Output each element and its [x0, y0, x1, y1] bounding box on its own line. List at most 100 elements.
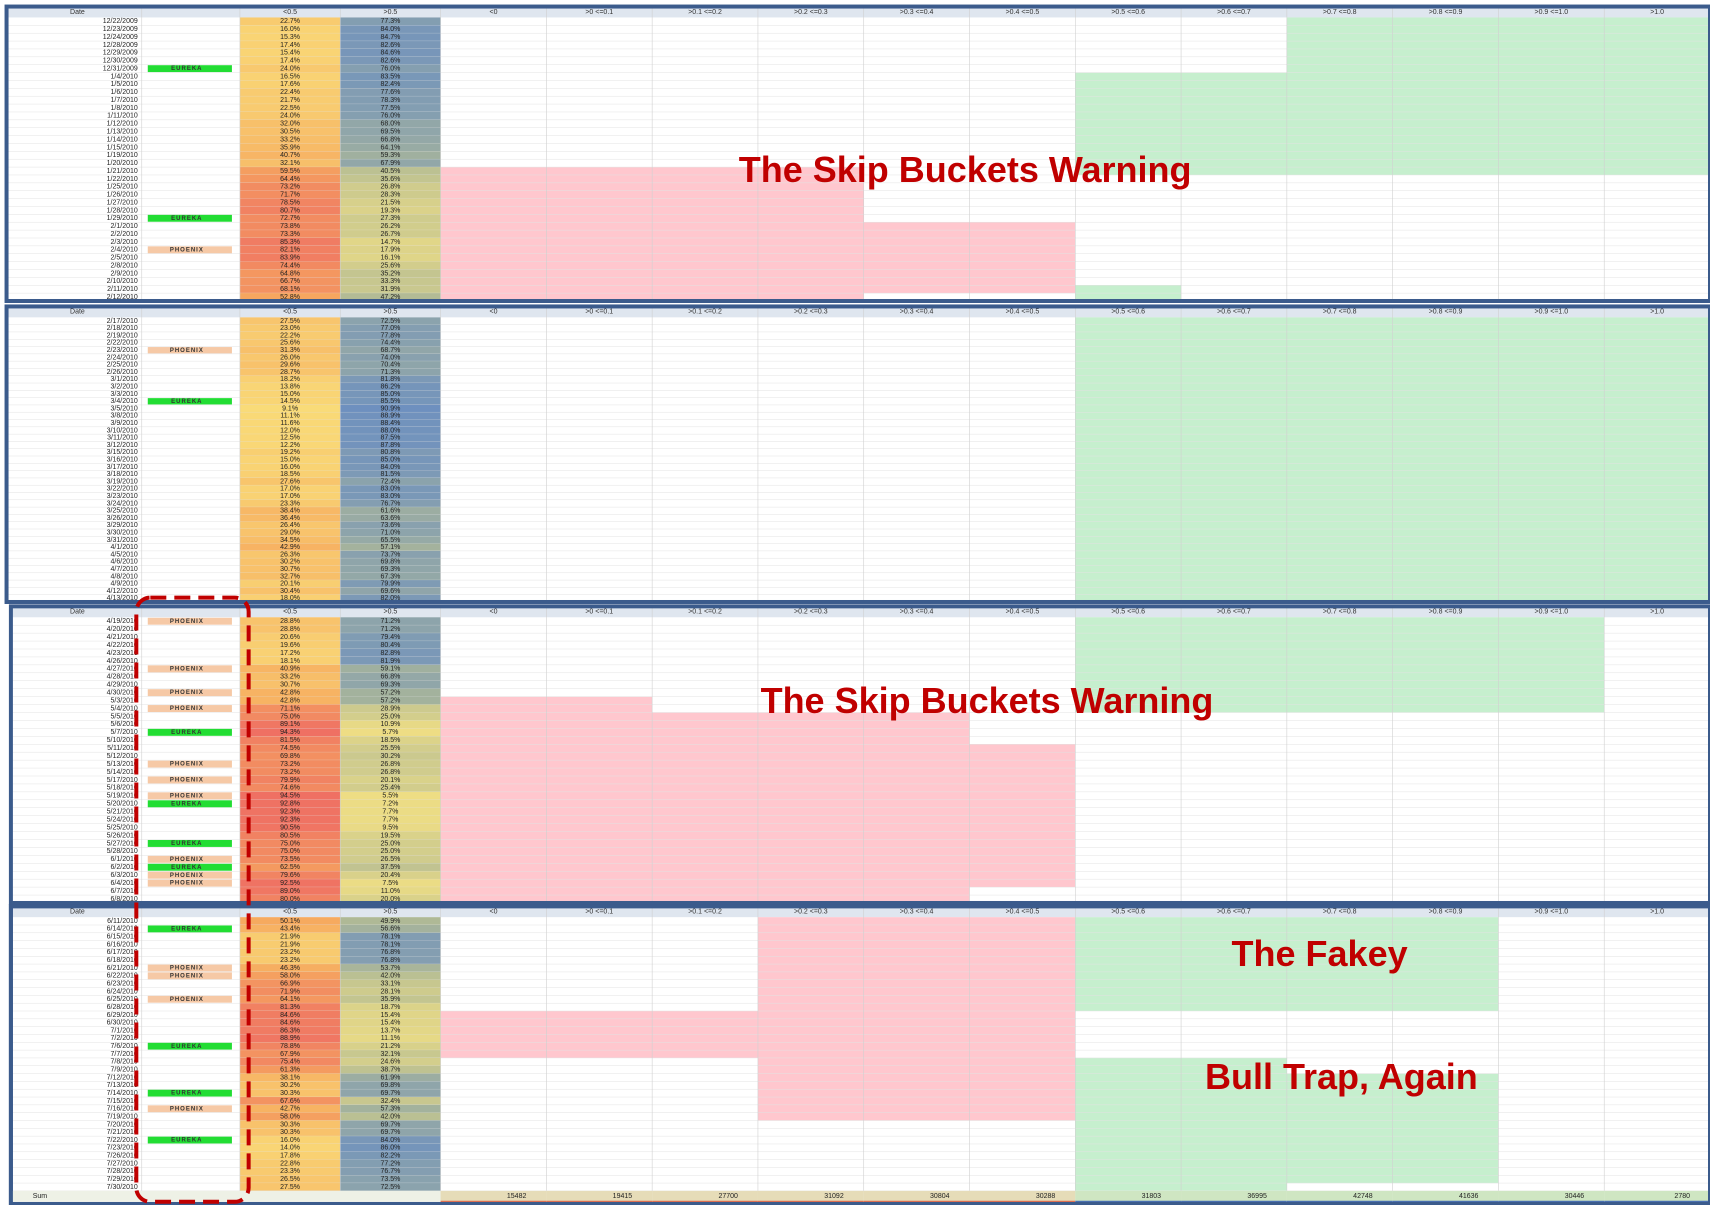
- hi-cell: [340, 956, 441, 965]
- sum-value: 2780: [1674, 1193, 1690, 1200]
- lo-value: 84.6%: [280, 1020, 300, 1027]
- lo-cell: [239, 277, 341, 286]
- lo-cell: [239, 151, 341, 160]
- hi-value: 47.2%: [380, 294, 400, 301]
- hi-value: 82.6%: [380, 42, 400, 49]
- lo-cell: [239, 720, 341, 729]
- column-header: >0.8 <=0.9: [1429, 609, 1463, 616]
- flag-cell: [147, 871, 232, 879]
- lo-value: 30.3%: [280, 1121, 300, 1128]
- lo-cell: [239, 971, 341, 981]
- flag-label: PHOENIX: [170, 348, 204, 354]
- lo-cell: [239, 261, 341, 270]
- column-header: >1.0: [1650, 309, 1664, 316]
- column-header: Date: [70, 309, 85, 316]
- date-cell: 5/21/2010: [107, 809, 138, 816]
- hi-value: 76.7%: [380, 500, 400, 507]
- lo-value: 67.6%: [280, 1098, 300, 1105]
- column-header: >0.4 <=0.5: [1006, 609, 1040, 616]
- hi-cell: [340, 1112, 441, 1122]
- hi-value: 26.7%: [380, 231, 400, 238]
- hi-cell: [340, 847, 441, 856]
- lo-value: 66.9%: [280, 980, 300, 987]
- date-cell: 1/20/2010: [107, 160, 138, 167]
- lo-cell: [239, 477, 341, 486]
- hi-value: 25.0%: [380, 848, 400, 855]
- column-header: >0.9 <=1.0: [1534, 609, 1568, 616]
- lo-value: 72.7%: [280, 215, 300, 222]
- hi-value: 61.9%: [380, 1074, 400, 1081]
- date-cell: 12/23/2009: [103, 26, 138, 33]
- lo-value: 23.3%: [280, 500, 300, 507]
- lo-cell: [239, 41, 341, 50]
- hi-cell: [340, 572, 441, 581]
- sum-cell: [1286, 1190, 1393, 1202]
- lo-cell: [239, 649, 341, 658]
- date-cell: 5/19/2010: [107, 793, 138, 800]
- date-cell: 4/6/2010: [111, 559, 138, 566]
- lo-value: 75.0%: [280, 848, 300, 855]
- lo-value: 17.6%: [280, 81, 300, 88]
- flag-cell: [147, 879, 232, 887]
- column-header: >0.9 <=1.0: [1534, 909, 1568, 916]
- lo-cell: [239, 492, 341, 501]
- lo-cell: [239, 1050, 341, 1059]
- hi-cell: [340, 285, 441, 294]
- hi-cell: [340, 696, 441, 706]
- lo-cell: [239, 485, 341, 494]
- header-row: [10, 906, 1710, 918]
- lo-value: 52.8%: [280, 294, 300, 301]
- lo-value: 31.3%: [280, 347, 300, 354]
- date-cell: 1/11/2010: [107, 113, 138, 120]
- hi-value: 61.6%: [380, 508, 400, 515]
- date-cell: 2/3/2010: [111, 239, 138, 246]
- lo-cell: [239, 1143, 341, 1153]
- hi-cell: [340, 456, 441, 464]
- hi-cell: [340, 17, 441, 26]
- lo-cell: [239, 1167, 341, 1176]
- flag-cell: [147, 65, 232, 73]
- flag-label: EUREKA: [171, 1091, 202, 1097]
- date-cell: 3/4/2010: [111, 398, 138, 405]
- hi-cell: [340, 470, 441, 479]
- sum-value: 27700: [718, 1193, 738, 1200]
- lo-value: 81.3%: [280, 1004, 300, 1011]
- date-cell: 4/13/2010: [107, 595, 138, 602]
- date-cell: 1/22/2010: [107, 176, 138, 183]
- date-cell: 6/16/2010: [107, 941, 138, 948]
- hi-cell: [340, 361, 441, 369]
- hi-cell: [340, 768, 441, 777]
- date-cell: 4/27/2010: [107, 666, 138, 673]
- hi-value: 7.5%: [382, 880, 398, 887]
- hi-value: 5.5%: [382, 793, 398, 800]
- lo-cell: [239, 587, 341, 596]
- sum-cell: [757, 1190, 864, 1202]
- lo-value: 15.0%: [280, 391, 300, 398]
- lo-cell: [239, 956, 341, 965]
- date-cell: 7/20/2010: [107, 1121, 138, 1128]
- lo-value: 46.3%: [280, 965, 300, 972]
- lo-value: 33.2%: [280, 136, 300, 143]
- lo-value: 59.5%: [280, 168, 300, 175]
- flag-label: EUREKA: [171, 1138, 202, 1144]
- lo-cell: [239, 64, 341, 74]
- date-cell: 3/29/2010: [107, 522, 138, 529]
- date-cell: 2/19/2010: [107, 332, 138, 339]
- hi-cell: [340, 119, 441, 129]
- column-header: >0.1 <=0.2: [688, 909, 722, 916]
- lo-cell: [239, 514, 341, 523]
- lo-cell: [239, 269, 341, 278]
- date-cell: 4/1/2010: [111, 544, 138, 551]
- lo-value: 75.0%: [280, 713, 300, 720]
- lo-cell: [239, 48, 341, 58]
- date-cell: 4/20/2010: [107, 626, 138, 633]
- hi-value: 84.0%: [380, 464, 400, 471]
- lo-value: 79.6%: [280, 872, 300, 879]
- lo-cell: [239, 1065, 341, 1075]
- hi-value: 79.9%: [380, 581, 400, 588]
- hi-cell: [340, 823, 441, 833]
- lo-cell: [239, 346, 341, 355]
- hi-cell: [340, 521, 441, 530]
- lo-value: 26.5%: [280, 1176, 300, 1183]
- hi-value: 72.4%: [380, 478, 400, 485]
